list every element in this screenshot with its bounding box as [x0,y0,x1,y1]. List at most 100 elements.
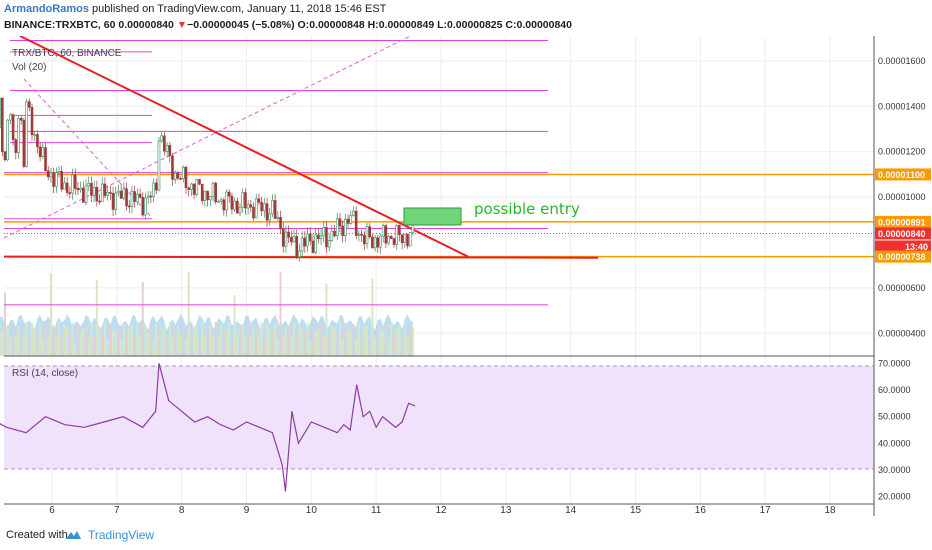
volume-bar [163,324,166,356]
volume-bar [401,337,404,356]
candle-body [200,183,204,202]
author-link[interactable]: ArmandoRamos [4,3,89,15]
volume-bar [320,324,323,356]
volume-bar [120,339,123,356]
candle-body [244,192,247,209]
time-tick-label: 9 [244,505,250,516]
volume-bar [220,324,223,356]
volume-bar [74,341,77,356]
volume-bar [287,325,290,356]
volume-bar [139,337,142,356]
candle-body [217,201,220,203]
volume-bar [247,322,250,356]
time-tick-label: 13 [500,505,512,516]
volume-bar [12,322,15,356]
volume-bar [60,337,63,356]
candle-body [406,233,409,247]
candle-body [360,233,363,236]
candle-body [392,238,396,245]
candle-body [306,233,309,247]
volume-bar [274,323,277,356]
candle-body [357,233,361,236]
candle-body [211,182,215,197]
candle-body [33,134,37,136]
volume-bar [149,322,152,356]
volume-bar [190,329,193,356]
volume-bar [1,331,4,356]
volume-bar [41,339,44,356]
volume-bar [187,272,190,356]
chart-canvas[interactable]: possible entry 0.000016000.000014000.000… [0,36,932,516]
volume-bar [130,325,133,356]
open-value: 0.00000848 [309,19,365,31]
volume-bar [31,323,34,356]
entry-box[interactable] [403,207,462,226]
candle-body [22,119,26,167]
price-badge: 0.00000891 [875,215,931,228]
candle-body [176,172,180,179]
candle-body [246,204,250,209]
volume-bar [282,333,285,356]
candle-body [203,190,207,202]
candle-body [63,182,66,190]
volume-bar [212,335,215,356]
volume-bar [311,322,314,356]
descending-trendline[interactable] [19,36,469,258]
candle-body [322,227,326,237]
volume-bar [398,324,401,356]
candle-body [252,206,255,219]
candle-body [144,197,147,216]
volume-bar [20,326,23,356]
price-badge: 0.00000840 [875,227,931,240]
candle-body [111,193,115,210]
support-trendline[interactable] [3,255,599,259]
candle-body [408,232,412,247]
volume-bar [98,326,101,356]
volume-bar [395,328,398,356]
candle-body [319,235,323,240]
rsi-tick-label: 70.0000 [878,358,911,368]
candle-body [344,218,347,236]
candle-body [346,218,350,224]
candle-body [368,226,371,238]
volume-bar [309,341,312,356]
symbol-label: BINANCE:TRXBTC, 60 [4,19,116,31]
time-tick-label: 11 [371,505,382,516]
volume-bar [322,337,325,356]
volume-bar [109,323,112,356]
volume-bar [387,341,390,356]
candle-body [98,200,101,203]
high-label: H: [367,19,379,31]
candle-body [387,236,390,244]
volume-bar [76,322,79,356]
volume-bar [25,322,28,356]
candle-body [46,170,50,178]
candle-body [68,192,72,194]
volume-bar [22,333,25,356]
volume-bar [36,329,39,356]
volume-bar [255,326,258,356]
candle-body [192,183,196,195]
volume-bar [166,337,169,356]
volume-bar [344,323,347,356]
candle-body [333,230,336,237]
candle-body [17,117,20,153]
volume-bar [206,326,209,356]
volume-bar [179,333,182,356]
volume-bar [371,278,374,356]
candle-body [14,139,18,153]
volume-bar [128,326,131,356]
volume-bar [390,322,393,356]
candle-body [236,200,239,214]
candle-body [225,191,228,211]
price-badge: 13:40 [875,240,931,253]
price-tick-label: 0.00001400 [878,101,926,111]
time-tick-label: 10 [306,505,318,516]
time-tick-label: 12 [435,505,447,516]
tradingview-link[interactable]: TradingView [88,528,155,542]
rsi-axis: 70.0000 60.0000 50.0000 40.0000 30.0000 20.00… [878,358,911,501]
rsi-tick-label: 50.0000 [878,412,911,422]
candle-body [219,199,223,202]
candle-body [160,135,163,142]
candle-body [41,147,45,157]
